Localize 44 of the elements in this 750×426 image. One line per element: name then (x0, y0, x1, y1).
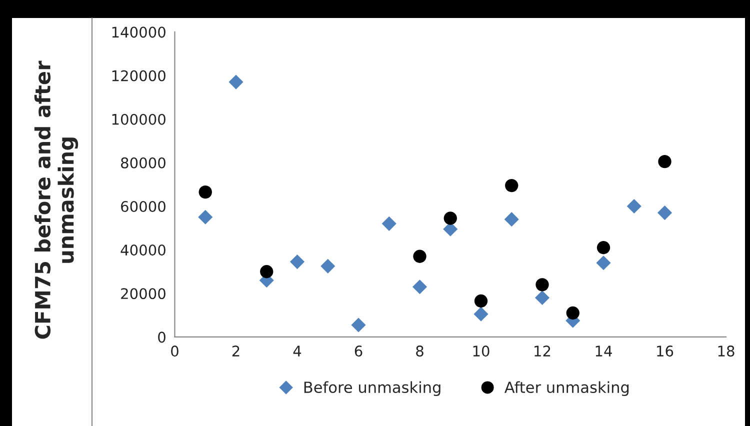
point (626, 198, 642, 214)
x-tick-label: 10 (473, 346, 490, 357)
point (351, 318, 366, 332)
point (260, 265, 274, 278)
point (596, 241, 610, 254)
legend-label: After unmasking (504, 381, 629, 396)
point (290, 254, 305, 270)
point (382, 216, 396, 231)
x-tick-label: 18 (718, 346, 734, 357)
x-tick-label: 14 (596, 346, 612, 356)
legend-label: Before unmasking (304, 381, 440, 396)
point (474, 306, 488, 322)
x-tick-label: 0 (171, 346, 178, 357)
y-axis-title: CFM75 before and after unmasking (34, 60, 78, 339)
point (534, 290, 550, 306)
y-tick-label: 60000 (121, 200, 166, 212)
y-tick-label: 100000 (112, 114, 166, 125)
x-tick-label: 2 (232, 346, 240, 356)
point (504, 212, 519, 227)
point (412, 280, 428, 294)
y-tick-label: 40000 (120, 244, 166, 256)
y-tick-label: 140000 (112, 26, 166, 38)
x-tick-label: 6 (354, 346, 362, 357)
point (566, 306, 580, 320)
point (536, 278, 549, 292)
point (474, 294, 488, 308)
x-tick-label: 4 (293, 346, 302, 356)
point (413, 250, 426, 263)
point (505, 178, 518, 192)
point (596, 256, 611, 270)
x-tick-label: 8 (416, 346, 424, 357)
point (320, 258, 336, 274)
point (658, 154, 672, 168)
point (444, 212, 457, 225)
point (198, 210, 213, 224)
point (228, 74, 244, 90)
y-tick-label: 0 (158, 332, 166, 343)
point (657, 205, 672, 220)
x-tick-label: 12 (534, 346, 550, 356)
point (198, 185, 212, 199)
y-tick-label: 120000 (112, 70, 166, 82)
y-tick-label: 80000 (121, 157, 166, 168)
y-tick-label: 20000 (121, 288, 166, 300)
x-tick-label: 16 (657, 346, 674, 357)
